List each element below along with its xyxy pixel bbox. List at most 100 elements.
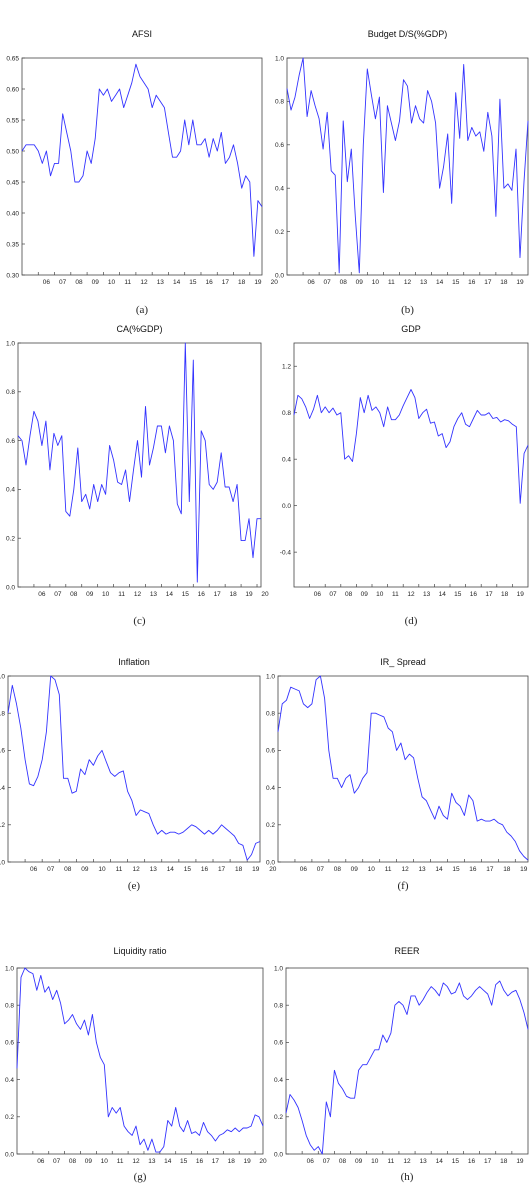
data-point	[475, 136, 476, 137]
data-point	[363, 144, 364, 145]
data-point	[109, 445, 110, 446]
data-point	[74, 181, 75, 182]
data-point	[375, 406, 376, 407]
data-point	[301, 398, 302, 399]
data-point	[255, 843, 256, 844]
data-point	[465, 424, 466, 425]
data-point	[171, 1126, 172, 1127]
data-point	[131, 82, 132, 83]
x-tick-label: 17	[212, 1158, 220, 1165]
data-point	[225, 486, 226, 487]
panel-caption: (c)	[133, 615, 146, 627]
y-tick-label: 0.0	[274, 1151, 283, 1158]
panel-caption: (d)	[405, 615, 418, 627]
x-tick-label: 20	[271, 279, 279, 286]
data-point	[76, 791, 77, 792]
data-point	[116, 1113, 117, 1114]
data-point	[479, 131, 480, 132]
data-point	[507, 995, 508, 996]
data-point	[125, 469, 126, 470]
data-point	[483, 990, 484, 991]
data-point	[399, 120, 400, 121]
y-tick-label: 0.8	[282, 410, 291, 417]
data-point	[97, 501, 98, 502]
data-point	[148, 88, 149, 89]
x-tick-label: 15	[189, 279, 197, 286]
x-tick-label: 14	[167, 866, 175, 873]
data-point	[407, 397, 408, 398]
x-tick-label: 10	[372, 279, 380, 286]
data-point	[500, 421, 501, 422]
y-tick-label: 0.0	[266, 859, 275, 866]
data-point	[88, 1034, 89, 1035]
data-point	[368, 395, 369, 396]
x-tick-label: 12	[402, 866, 410, 873]
y-tick-label: 1.0	[6, 340, 15, 347]
data-point	[485, 821, 486, 822]
data-point	[520, 503, 521, 504]
data-point	[60, 1003, 61, 1004]
data-point	[25, 759, 26, 760]
data-point	[469, 426, 470, 427]
data-point	[463, 64, 464, 65]
data-point	[400, 742, 401, 743]
data-point	[184, 119, 185, 120]
data-point	[314, 1150, 315, 1151]
data-point	[431, 101, 432, 102]
data-point	[461, 412, 462, 413]
data-point	[144, 811, 145, 812]
chart-title: Inflation	[118, 657, 150, 667]
data-point	[374, 1049, 375, 1050]
data-point	[332, 408, 333, 409]
data-point	[205, 440, 206, 441]
data-point	[233, 144, 234, 145]
data-point	[233, 501, 234, 502]
data-point	[491, 1005, 492, 1006]
data-point	[379, 97, 380, 98]
chart-title: CA(%GDP)	[116, 324, 162, 334]
data-point	[140, 809, 141, 810]
data-point	[375, 118, 376, 119]
data-point	[42, 163, 43, 164]
data-point	[61, 435, 62, 436]
data-point	[491, 136, 492, 137]
data-point	[103, 95, 104, 96]
data-point	[431, 986, 432, 987]
data-point	[313, 409, 314, 410]
data-point	[229, 486, 230, 487]
x-tick-label: 13	[150, 591, 158, 598]
x-tick-label: 07	[54, 591, 62, 598]
data-point	[100, 1057, 101, 1058]
data-point	[12, 685, 13, 686]
data-point	[342, 1088, 343, 1089]
data-point	[449, 441, 450, 442]
data-point	[213, 489, 214, 490]
x-tick-label: 12	[404, 279, 412, 286]
data-point	[58, 163, 59, 164]
data-point	[183, 1131, 184, 1132]
data-point	[181, 513, 182, 514]
data-point	[487, 112, 488, 113]
y-tick-label: 0.4	[275, 186, 284, 193]
x-tick-label: 13	[420, 1158, 428, 1165]
data-point	[57, 445, 58, 446]
x-tick-label: 15	[452, 1158, 460, 1165]
data-point	[290, 687, 291, 688]
x-tick-label: 10	[371, 1158, 379, 1165]
data-point	[187, 1120, 188, 1121]
x-tick-label: 06	[38, 591, 46, 598]
y-tick-label: 0.65	[6, 55, 19, 62]
x-tick-label: 20	[269, 866, 277, 873]
data-point	[260, 518, 261, 519]
x-tick-label: 14	[173, 279, 181, 286]
data-point	[84, 1020, 85, 1021]
data-point	[50, 675, 51, 676]
data-point	[97, 755, 98, 756]
data-point	[193, 360, 194, 361]
y-tick-label: 0.2	[275, 229, 284, 236]
data-point	[499, 99, 500, 100]
data-point	[289, 1094, 290, 1095]
data-point	[415, 105, 416, 106]
data-point	[503, 990, 504, 991]
x-tick-label: 17	[485, 591, 493, 598]
